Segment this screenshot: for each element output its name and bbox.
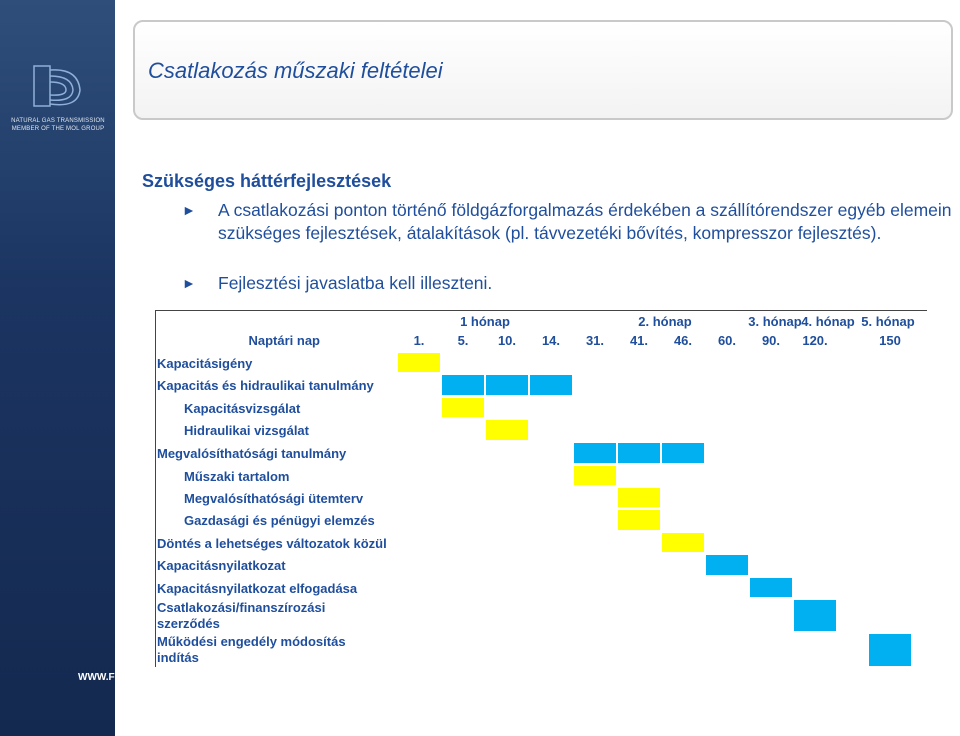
gantt-cell bbox=[529, 374, 573, 396]
row-label: Megvalósíthatósági tanulmány bbox=[157, 446, 347, 461]
month-header: 1 hónap bbox=[460, 314, 510, 329]
row-label: Gazdasági és pénügyi elemzés bbox=[184, 513, 375, 528]
day-label: 31. bbox=[585, 333, 605, 348]
month-header: 2. hónap bbox=[638, 314, 692, 329]
row-label: Hidraulikai vizsgálat bbox=[184, 423, 309, 438]
row-label: Döntés a lehetséges változatok közül bbox=[157, 536, 387, 551]
day-label: 14. bbox=[541, 333, 561, 348]
table-border bbox=[155, 310, 927, 311]
gantt-cell bbox=[397, 352, 441, 373]
day-label: 46. bbox=[673, 333, 693, 348]
gantt-cell bbox=[573, 442, 617, 464]
gantt-cell bbox=[441, 397, 485, 418]
gantt-cell bbox=[868, 633, 912, 667]
gantt-cell bbox=[617, 487, 661, 508]
sidebar: NATURAL GAS TRANSMISSION MEMBER OF THE M… bbox=[0, 0, 152, 736]
day-label: 5. bbox=[457, 333, 469, 348]
month-header: 4. hónap bbox=[801, 314, 855, 329]
gantt-cell bbox=[661, 442, 705, 464]
logo bbox=[33, 65, 81, 107]
day-label: 1. bbox=[413, 333, 425, 348]
table-border bbox=[155, 310, 156, 667]
gantt-cell bbox=[485, 419, 529, 441]
bullet-text: Fejlesztési javaslatba kell illeszteni. bbox=[218, 273, 493, 293]
gantt-cell bbox=[705, 554, 749, 576]
gantt-cell bbox=[617, 509, 661, 531]
gantt-cell bbox=[749, 577, 793, 598]
gantt-cell bbox=[661, 532, 705, 553]
row-label: Működési engedély módosítás indítás bbox=[157, 634, 346, 665]
title-box bbox=[133, 20, 953, 120]
gantt-cell bbox=[485, 374, 529, 396]
slide-title: Csatlakozás műszaki feltételei bbox=[148, 58, 443, 83]
day-label: 120. bbox=[802, 333, 828, 348]
month-header: 3. hónap bbox=[748, 314, 802, 329]
logo-text: MEMBER OF THE MOL GROUP bbox=[11, 126, 105, 132]
row-label: Csatlakozási/finanszírozási szerződés bbox=[157, 600, 326, 631]
day-label: 150 bbox=[879, 333, 901, 348]
day-label: 60. bbox=[717, 333, 737, 348]
gantt-cell bbox=[441, 374, 485, 396]
day-label: 41. bbox=[629, 333, 649, 348]
row-label: Kapacitásnyilatkozat bbox=[157, 558, 286, 573]
row-label: Műszaki tartalom bbox=[184, 469, 290, 484]
row-label: Kapacitásnyilatkozat elfogadása bbox=[157, 581, 358, 596]
website: WWW.FGSZ.HU bbox=[78, 672, 153, 683]
gantt-cell bbox=[573, 465, 617, 486]
row-label: Megvalósíthatósági ütemterv bbox=[184, 491, 364, 506]
day-label: 10. bbox=[497, 333, 517, 348]
month-header: 5. hónap bbox=[861, 314, 915, 329]
bullet: ► Fejlesztési javaslatba kell illeszteni. bbox=[182, 272, 952, 295]
heading: Szükséges háttérfejlesztések bbox=[142, 171, 392, 191]
logo-text: NATURAL GAS TRANSMISSION bbox=[11, 118, 105, 124]
gantt-cell bbox=[617, 442, 661, 464]
bullet-text: A csatlakozási ponton történő földgázfor… bbox=[218, 200, 952, 243]
row-label: Kapacitásigény bbox=[157, 356, 253, 371]
row-label: Kapacitásvizsgálat bbox=[184, 401, 301, 416]
bullet: ► A csatlakozási ponton történő földgázfo… bbox=[182, 200, 952, 243]
row-label: Kapacitás és hidraulikai tanulmány bbox=[157, 378, 374, 393]
gantt-cell bbox=[793, 599, 837, 632]
day-label: 90. bbox=[761, 333, 781, 348]
day-header: Naptári nap bbox=[248, 333, 320, 348]
